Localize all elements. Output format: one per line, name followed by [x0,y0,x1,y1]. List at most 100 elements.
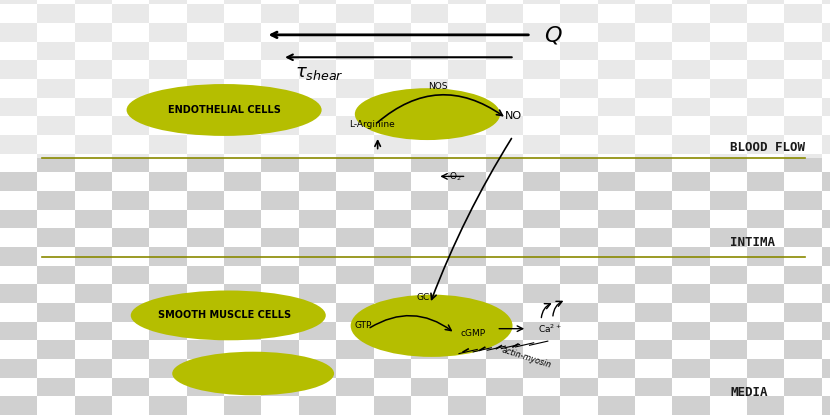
Bar [261,322,299,340]
Bar [261,116,299,135]
Bar [448,266,486,284]
Bar [224,210,261,228]
Bar [37,228,75,247]
Bar [486,191,523,210]
Bar [560,378,598,396]
Bar [784,135,822,154]
Bar [448,191,486,210]
Bar [149,266,187,284]
Bar [784,0,822,4]
Bar [560,42,598,60]
Bar [112,378,149,396]
Bar [374,247,411,266]
Bar [635,4,672,23]
Bar [299,247,336,266]
Bar [224,42,261,60]
Bar [784,191,822,210]
Bar [486,79,523,98]
Bar [523,98,560,116]
Bar [635,42,672,60]
Bar [411,0,448,4]
Bar [411,266,448,284]
Bar [486,247,523,266]
Bar [672,378,710,396]
Bar [411,42,448,60]
Bar [112,98,149,116]
Bar [411,23,448,42]
Bar [0,266,37,284]
Bar [822,135,830,154]
Bar [299,322,336,340]
Bar [336,340,374,359]
Bar [710,359,747,378]
Bar [299,98,336,116]
Bar [448,154,486,172]
Bar [374,79,411,98]
Bar [784,172,822,191]
Bar [187,359,224,378]
Bar [598,172,635,191]
Bar [560,228,598,247]
Bar [374,396,411,415]
Bar [635,266,672,284]
Bar [672,23,710,42]
Bar [37,0,75,4]
Bar [37,4,75,23]
Bar [672,247,710,266]
Bar [560,247,598,266]
Text: $\mathbf{\mathit{Q}}$: $\mathbf{\mathit{Q}}$ [544,24,562,46]
Text: GTP: GTP [354,321,371,330]
Bar [261,247,299,266]
Bar [710,228,747,247]
Bar [710,303,747,322]
Bar [224,359,261,378]
Bar [486,266,523,284]
Bar [336,247,374,266]
Bar [747,135,784,154]
Bar [448,98,486,116]
Bar [784,154,822,172]
Bar [374,340,411,359]
Bar [374,0,411,4]
Bar [747,116,784,135]
Bar [747,42,784,60]
Bar [784,42,822,60]
Bar [224,116,261,135]
Bar [448,60,486,79]
Ellipse shape [127,84,322,136]
Bar [75,396,112,415]
Bar [149,172,187,191]
Bar [299,154,336,172]
Bar [374,60,411,79]
Bar [75,266,112,284]
Bar [672,135,710,154]
Bar [0,284,37,303]
Bar [448,4,486,23]
Bar [598,116,635,135]
Bar [710,60,747,79]
Bar [149,79,187,98]
Bar [822,79,830,98]
Bar [784,359,822,378]
Bar [37,60,75,79]
Bar [784,303,822,322]
Bar [112,42,149,60]
Bar [374,378,411,396]
Bar [523,396,560,415]
Bar [299,378,336,396]
Bar [261,191,299,210]
Bar [75,154,112,172]
Bar [112,60,149,79]
Bar [336,79,374,98]
Bar [261,340,299,359]
Bar [598,210,635,228]
Bar [598,247,635,266]
Bar [598,303,635,322]
Bar [486,359,523,378]
Bar [784,23,822,42]
Bar [112,228,149,247]
Bar [672,154,710,172]
Bar [112,322,149,340]
Bar [635,116,672,135]
Bar [299,228,336,247]
